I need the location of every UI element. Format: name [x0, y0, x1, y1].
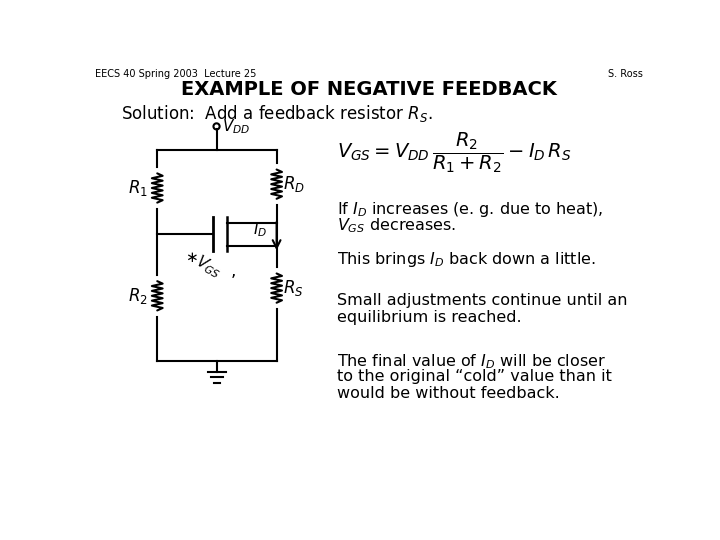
- Text: Solution:  Add a feedback resistor $R_S$.: Solution: Add a feedback resistor $R_S$.: [121, 103, 433, 124]
- Text: $R_1$: $R_1$: [128, 178, 148, 198]
- Text: to the original “cold” value than it: to the original “cold” value than it: [337, 369, 611, 384]
- Text: $R_D$: $R_D$: [283, 174, 305, 194]
- Text: S. Ross: S. Ross: [608, 70, 643, 79]
- Text: $I_D$: $I_D$: [253, 221, 266, 239]
- Text: $\ast$: $\ast$: [186, 250, 198, 265]
- Text: The final value of $I_D$ will be closer: The final value of $I_D$ will be closer: [337, 352, 606, 370]
- Text: EECS 40 Spring 2003  Lecture 25: EECS 40 Spring 2003 Lecture 25: [95, 70, 256, 79]
- Text: $V_{GS}$: $V_{GS}$: [192, 252, 225, 281]
- Text: $V_{GS}$ decreases.: $V_{GS}$ decreases.: [337, 217, 456, 235]
- Text: $,$: $,$: [230, 262, 235, 280]
- Text: Small adjustments continue until an: Small adjustments continue until an: [337, 293, 627, 308]
- Text: $R_2$: $R_2$: [128, 286, 148, 306]
- Text: This brings $I_D$ back down a little.: This brings $I_D$ back down a little.: [337, 251, 595, 269]
- Text: $V_{GS} = V_{DD}\,\dfrac{R_2}{R_1 + R_2} - I_D\,R_S$: $V_{GS} = V_{DD}\,\dfrac{R_2}{R_1 + R_2}…: [337, 130, 572, 175]
- Text: $R_S$: $R_S$: [283, 278, 303, 298]
- Text: equilibrium is reached.: equilibrium is reached.: [337, 309, 521, 325]
- Text: would be without feedback.: would be without feedback.: [337, 386, 559, 401]
- Text: EXAMPLE OF NEGATIVE FEEDBACK: EXAMPLE OF NEGATIVE FEEDBACK: [181, 80, 557, 99]
- Text: If $I_D$ increases (e. g. due to heat),: If $I_D$ increases (e. g. due to heat),: [337, 200, 603, 219]
- Text: $V_{DD}$: $V_{DD}$: [222, 117, 251, 136]
